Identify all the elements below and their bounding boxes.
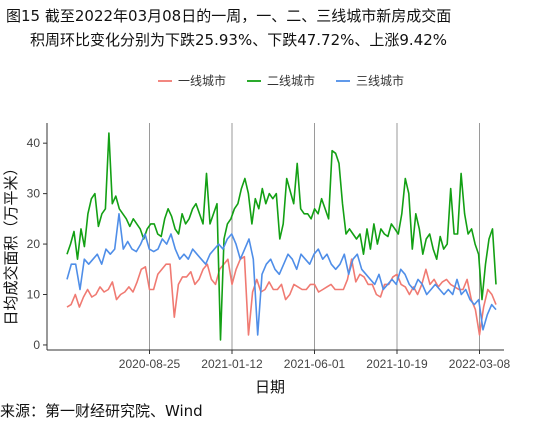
legend-label-2: 二线城市 <box>267 73 315 88</box>
series-line-3 <box>66 213 497 336</box>
tick-labels: 2020-08-25 2021-01-12 2021-06-01 2021-10-19… <box>27 136 511 371</box>
x-tick-label: 2020-08-25 <box>119 357 181 371</box>
chart-title-line1: 图15 截至2022年03月08日的一周，一、二、三线城市新房成交面 <box>6 7 452 25</box>
y-tick-label: 40 <box>27 136 41 150</box>
x-tick-label: 2021-10-19 <box>366 357 428 371</box>
x-tick-label: 2022-03-08 <box>449 357 511 371</box>
y-tick-label: 0 <box>33 338 40 352</box>
axes <box>43 123 504 354</box>
series-line-1 <box>66 255 497 336</box>
x-tick-label: 2021-06-01 <box>284 357 346 371</box>
legend-label-1: 一线城市 <box>178 73 226 88</box>
y-tick-label: 30 <box>27 187 41 201</box>
y-tick-label: 20 <box>27 237 41 251</box>
source-note: 来源：第一财经研究院、Wind <box>0 402 203 420</box>
x-tick-label: 2021-01-12 <box>201 357 263 371</box>
chart-title: 图15 截至2022年03月08日的一周，一、二、三线城市新房成交面 积周环比变… <box>6 4 546 52</box>
y-axis-label: 日均成交面积（万平米） <box>2 160 20 325</box>
y-tick-label: 10 <box>27 288 41 302</box>
legend-label-3: 三线城市 <box>356 73 404 88</box>
chart-title-line2: 积周环比变化分别为下跌25.93%、下跌47.72%、上涨9.42% <box>30 31 448 49</box>
x-axis-label: 日期 <box>255 378 285 396</box>
legend: 一线城市 二线城市 三线城市 <box>158 73 404 88</box>
series-lines <box>66 132 497 341</box>
series-line-2 <box>66 132 497 341</box>
